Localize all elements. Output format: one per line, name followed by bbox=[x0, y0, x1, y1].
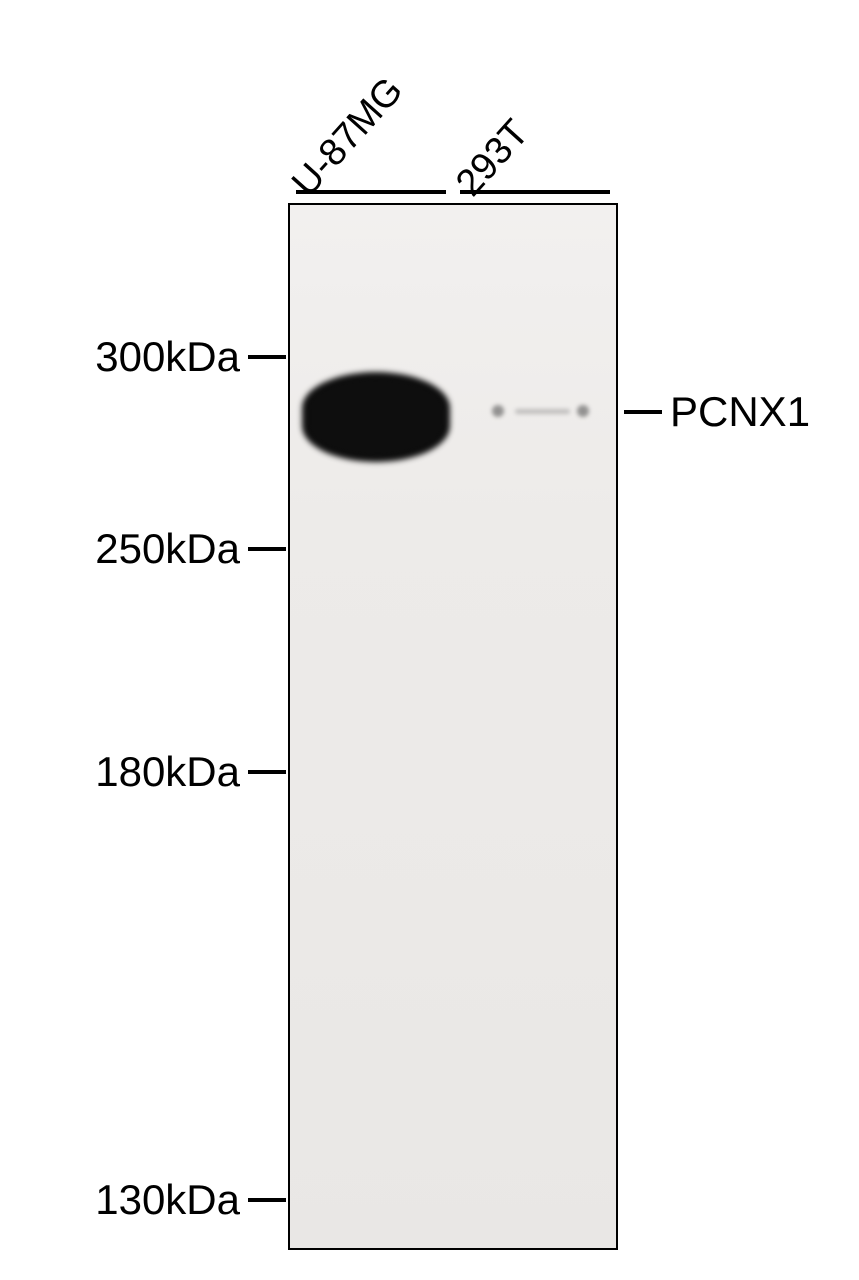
target-label: PCNX1 bbox=[670, 388, 810, 436]
marker-tick-300 bbox=[248, 355, 286, 359]
marker-label-250: 250kDa bbox=[55, 525, 240, 573]
marker-tick-180 bbox=[248, 770, 286, 774]
lane-label-1: U-87MG bbox=[284, 70, 412, 205]
marker-label-130: 130kDa bbox=[55, 1176, 240, 1224]
lane-underline-2 bbox=[460, 190, 610, 194]
band-lane1-overlay bbox=[310, 380, 442, 454]
marker-label-300: 300kDa bbox=[55, 333, 240, 381]
western-blot-figure: U-87MG 293T 300kDa 250kDa 180kDa 130kDa … bbox=[0, 0, 859, 1280]
marker-tick-130 bbox=[248, 1198, 286, 1202]
membrane-background bbox=[290, 205, 616, 1248]
marker-label-180: 180kDa bbox=[55, 748, 240, 796]
band-lane2-dot-right bbox=[577, 405, 589, 417]
band-lane2-dot-left bbox=[492, 405, 504, 417]
lane-underline-1 bbox=[296, 190, 446, 194]
band-lane2-thin bbox=[515, 409, 570, 414]
blot-membrane bbox=[288, 203, 618, 1250]
marker-tick-250 bbox=[248, 547, 286, 551]
target-tick bbox=[624, 410, 662, 414]
